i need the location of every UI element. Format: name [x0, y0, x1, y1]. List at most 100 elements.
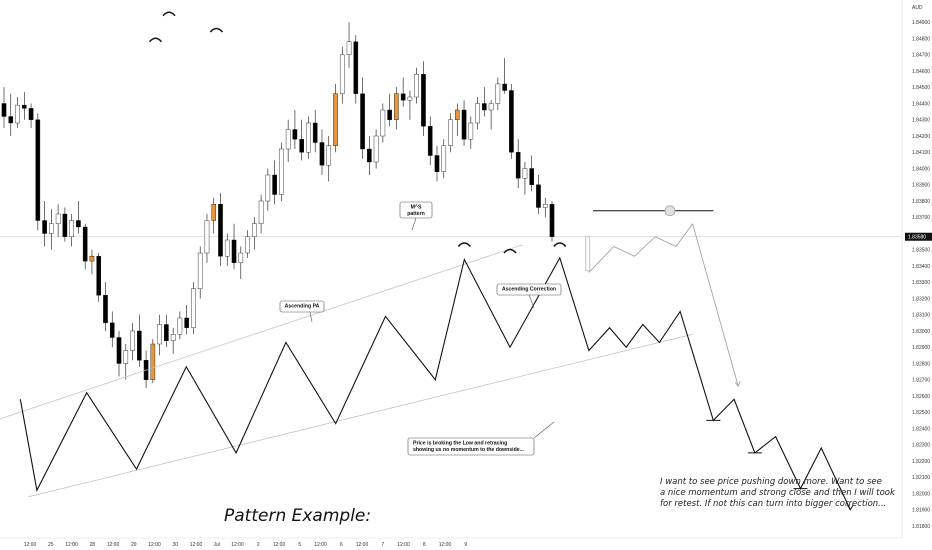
price-axis[interactable]: 1.84900 1.84800 1.84700 1.84600 1.84500 1.844… [905, 20, 932, 530]
candle-body [89, 256, 95, 262]
candle-body [116, 337, 122, 364]
candle-peak-arc [209, 27, 223, 33]
note-line-2: a nice momentum and strong close and the… [660, 488, 896, 498]
candle [333, 84, 338, 153]
candle-body [299, 139, 304, 153]
candle [306, 116, 311, 159]
candle-body [49, 223, 54, 234]
y-tick-label: 1.84800 [912, 36, 930, 42]
candle-body [42, 220, 47, 234]
current-price-tag [905, 232, 932, 241]
candle [346, 22, 352, 68]
candle-body [502, 83, 507, 91]
candle-body [35, 119, 41, 221]
candle [353, 35, 359, 104]
candle [116, 331, 122, 377]
y-tick-label: 1.82400 [912, 426, 930, 432]
candle-body [461, 109, 467, 140]
annotation-box: Ascending PA [279, 300, 325, 323]
channel-lower-line [28, 333, 693, 498]
y-tick-label: 1.84900 [912, 20, 930, 26]
candle-body [346, 41, 352, 55]
candle-body [82, 226, 88, 262]
y-tick-label: 1.84400 [912, 101, 930, 107]
candle [468, 116, 474, 149]
y-tick-label: 1.82200 [912, 459, 930, 465]
annotation-frame [407, 437, 535, 456]
candle [8, 93, 14, 136]
y-tick-label: 1.83100 [912, 313, 930, 319]
candle-body [475, 103, 480, 124]
candle-body [150, 343, 156, 380]
candle [394, 87, 399, 130]
channel-upper-line [0, 244, 523, 420]
candle-body [427, 126, 433, 156]
candle [197, 246, 203, 299]
x-tick-label: 12:00 [65, 542, 78, 548]
candle-body [184, 317, 189, 328]
candle [536, 175, 541, 214]
candle-body [252, 223, 257, 237]
time-axis[interactable]: 12:00 25 12:00 28 12:00 29 12:00 30 12:00 Jul 12:0… [24, 542, 468, 548]
candle-body [1, 103, 7, 117]
candle-body [21, 104, 27, 109]
candle [157, 314, 162, 356]
candle [1, 87, 7, 128]
candle [96, 253, 102, 302]
annotation-text: Price is broking the Low and retracing [413, 441, 507, 447]
projection-candle [585, 236, 591, 272]
candle-body [536, 184, 541, 208]
annotation-pointer [411, 217, 417, 231]
candle [170, 327, 176, 354]
candle [252, 217, 257, 250]
candle [21, 92, 27, 120]
y-tick-label: 1.84600 [912, 69, 930, 75]
candle [542, 197, 548, 218]
candle [299, 119, 304, 161]
candle-body [495, 83, 501, 104]
candle-body [76, 220, 81, 228]
candle [427, 116, 433, 166]
candlestick-series [1, 22, 555, 388]
candle-body [515, 152, 521, 179]
candle [454, 103, 460, 136]
candle-body [414, 74, 419, 98]
y-tick-label: 1.83900 [912, 183, 930, 189]
candle-body [367, 148, 372, 163]
x-tick-label: 29 [131, 542, 137, 548]
candle-body [211, 204, 217, 221]
candle [265, 168, 271, 211]
candle-body [191, 288, 196, 328]
candle [502, 58, 507, 94]
candle [224, 233, 230, 266]
candle-body [394, 93, 399, 120]
candle [326, 136, 332, 182]
x-tick-label: 12:00 [107, 542, 120, 548]
projection-arrow-head [734, 381, 741, 388]
candle [400, 77, 406, 107]
candle-body [55, 213, 61, 224]
candle-body [109, 322, 115, 338]
candle [49, 209, 54, 250]
candle [529, 155, 535, 192]
x-tick-label: 30 [172, 542, 178, 548]
annotation-box: Price is broking the Low and retracingsh… [407, 421, 555, 456]
candle [407, 90, 413, 120]
y-tick-label: 1.84000 [912, 166, 930, 172]
annotation-text: M^S [411, 205, 422, 211]
candle-peak-arc [148, 37, 163, 43]
annotation-frame [279, 300, 325, 313]
candle-body [28, 108, 34, 120]
y-tick-label: 1.82600 [912, 394, 930, 400]
x-tick-label: 12:00 [356, 542, 369, 548]
y-tick-label: 1.81900 [912, 508, 930, 514]
candle [448, 113, 453, 153]
candle-body [454, 109, 460, 120]
candle-body [103, 295, 108, 324]
candle-body [96, 256, 102, 296]
candle [184, 305, 189, 335]
peak-arc [553, 242, 567, 248]
